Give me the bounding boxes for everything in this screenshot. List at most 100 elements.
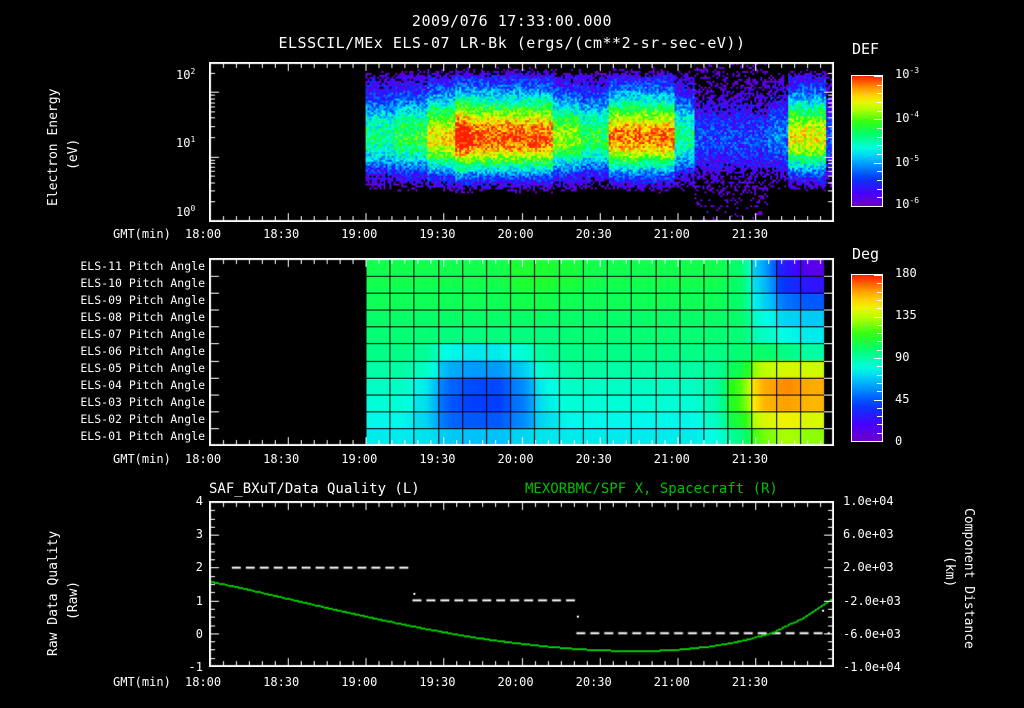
colorbar-tick (877, 433, 882, 434)
top-xtick-1900: 19:00 (341, 227, 378, 241)
data-quality-canvas (210, 502, 833, 666)
top-xtick-2100: 21:00 (653, 227, 690, 241)
mid-xtick-1900: 19:00 (341, 452, 378, 466)
pitch-angle-row-label-7: ELS-07 Pitch Angle (80, 326, 205, 341)
pitch-angle-row-label-8: ELS-08 Pitch Angle (80, 309, 205, 324)
bottom-right-ytick-5: -1.0e+04 (843, 660, 901, 674)
colorbar-tick (877, 341, 882, 342)
pitch-angle-row-label-4: ELS-04 Pitch Angle (80, 378, 205, 393)
bottom-right-ytick-4: -6.0e+03 (843, 626, 901, 641)
colorbar-tick (877, 292, 882, 293)
top-xtick-1930: 19:30 (419, 227, 456, 241)
colorbar-tick (877, 383, 882, 384)
top-xtick-1830: 18:30 (263, 227, 300, 241)
bottom-right-ytick-0: 1.0e+04 (843, 494, 894, 508)
mid-xtick-1930: 19:30 (419, 452, 456, 466)
bottom-title-left: SAF_BXuT/Data Quality (L) (209, 481, 420, 497)
colorbar-tick (874, 400, 882, 401)
bottom-title-right: MEXORBMC/SPF X, Spacecraft (R) (525, 481, 778, 497)
bot-xtick-1800: 18:00 (185, 675, 222, 689)
mid-xtick-2000: 20:00 (497, 452, 534, 466)
top-xlabel: GMT(min) (113, 227, 171, 241)
deg-cbtick-90: 90 (895, 350, 910, 364)
top-ytick-1e0: 100 (176, 204, 196, 219)
pitch-angle-row-label-10: ELS-10 Pitch Angle (80, 275, 205, 290)
deg-colorbar-title: Deg (852, 245, 880, 263)
colorbar-tick (877, 350, 882, 351)
colorbar-tick (877, 154, 882, 155)
bot-xtick-1930: 19:30 (419, 675, 456, 689)
bottom-ylabel-right-units: (km) (942, 556, 957, 588)
bot-xtick-2030: 20:30 (575, 675, 612, 689)
colorbar-tick (877, 111, 882, 112)
colorbar-tick (874, 163, 882, 164)
bottom-left-ytick-neg1: -1 (188, 660, 203, 674)
def-colorbar-title: DEF (852, 40, 880, 58)
bot-xtick-2130: 21:30 (731, 675, 768, 689)
bottom-left-ytick-2: 2 (195, 560, 203, 575)
mid-xtick-1830: 18:30 (263, 452, 300, 466)
pitch-angle-row-label-11: ELS-11 Pitch Angle (80, 258, 205, 273)
colorbar-tick (877, 189, 882, 190)
spectrogram-canvas (210, 63, 833, 221)
colorbar-tick (877, 171, 882, 172)
colorbar-tick (877, 416, 882, 417)
pitch-angle-panel[interactable] (209, 258, 834, 446)
pitch-angle-row-label-3: ELS-03 Pitch Angle (80, 395, 205, 410)
deg-colorbar[interactable] (851, 274, 883, 442)
bottom-ylabel-left-units: (Raw) (66, 580, 81, 620)
top-xtick-2130: 21:30 (731, 227, 768, 241)
top-ylabel: Electron Energy (46, 88, 61, 206)
page-title-instrument: ELSSCIL/MEx ELS-07 LR-Bk (ergs/(cm**2-sr… (278, 34, 746, 52)
top-xtick-2030: 20:30 (575, 227, 612, 241)
mid-xtick-2130: 21:30 (731, 452, 768, 466)
colorbar-tick (874, 441, 882, 442)
def-cbtick-3: 10-6 (895, 196, 920, 211)
colorbar-tick (874, 317, 882, 318)
top-xtick-2000: 20:00 (497, 227, 534, 241)
colorbar-tick (877, 375, 882, 376)
top-ytick-1e2: 102 (176, 67, 196, 82)
mid-xtick-2100: 21:00 (653, 452, 690, 466)
bottom-right-ytick-2: 2.0e+03 (843, 560, 894, 575)
colorbar-tick (877, 85, 882, 86)
top-xtick-1800: 18:00 (185, 227, 222, 241)
colorbar-tick (877, 128, 882, 129)
colorbar-tick (877, 300, 882, 301)
top-ylabel-units: (eV) (66, 138, 81, 170)
colorbar-tick (877, 366, 882, 367)
def-cbtick-1: 10-4 (895, 110, 920, 125)
colorbar-tick (877, 424, 882, 425)
bottom-right-ytick-3: -2.0e+03 (843, 593, 901, 608)
deg-cbtick-0: 0 (895, 434, 903, 448)
pitch-angle-row-label-9: ELS-09 Pitch Angle (80, 292, 205, 307)
electron-energy-spectrogram-panel[interactable] (209, 62, 834, 222)
colorbar-tick (874, 275, 882, 276)
colorbar-tick (877, 325, 882, 326)
colorbar-tick (877, 283, 882, 284)
colorbar-tick (874, 206, 882, 207)
bottom-ylabel-left: Raw Data Quality (46, 530, 61, 656)
def-cbtick-0: 10-3 (895, 66, 920, 81)
pitch-angle-row-label-1: ELS-01 Pitch Angle (80, 429, 205, 444)
mid-xlabel: GMT(min) (113, 452, 171, 466)
deg-cbtick-45: 45 (895, 392, 910, 406)
bottom-left-ytick-4: 4 (195, 494, 203, 508)
colorbar-tick (874, 76, 882, 77)
mid-xtick-2030: 20:30 (575, 452, 612, 466)
bottom-left-ytick-1: 1 (195, 593, 203, 608)
colorbar-tick (877, 333, 882, 334)
colorbar-tick (877, 408, 882, 409)
pitch-angle-canvas (210, 259, 833, 445)
colorbar-tick (877, 145, 882, 146)
deg-cbtick-135: 135 (895, 308, 917, 322)
data-quality-panel[interactable] (209, 501, 834, 667)
colorbar-tick (877, 308, 882, 309)
def-colorbar[interactable] (851, 75, 883, 207)
bot-xtick-1900: 19:00 (341, 675, 378, 689)
colorbar-tick (874, 119, 882, 120)
pitch-angle-row-label-6: ELS-06 Pitch Angle (80, 344, 205, 358)
bottom-left-ytick-3: 3 (195, 527, 203, 542)
bot-xtick-2000: 20:00 (497, 675, 534, 689)
top-ytick-1e1: 101 (176, 135, 196, 150)
